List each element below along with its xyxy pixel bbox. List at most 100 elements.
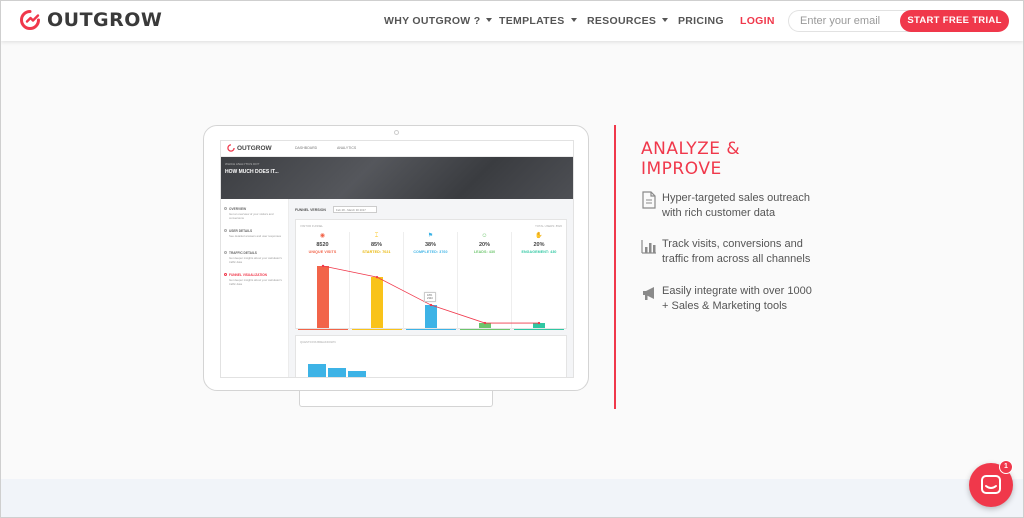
mini-bar xyxy=(308,364,326,377)
brand-logo[interactable]: OUTGROW xyxy=(19,9,162,31)
start-free-trial-button[interactable]: START FREE TRIAL xyxy=(900,10,1009,32)
nav-templates[interactable]: TEMPLATES xyxy=(499,15,577,27)
nav-why-outgrow-label: WHY OUTGROW ? xyxy=(384,15,481,27)
funnel-floor xyxy=(514,328,564,330)
funnel-value: 38% xyxy=(424,242,436,248)
funnel-trend-line xyxy=(321,264,541,325)
mock-funnel-card: VISITOR FUNNEL TOTAL USERS: 8520 ◉ 8520 … xyxy=(295,219,567,330)
chevron-down-icon xyxy=(570,18,577,22)
outgrow-logo-icon xyxy=(227,144,235,152)
mock-hero: WHICH ANALYTICS DO? HOW MUCH DOES IT... xyxy=(221,157,573,199)
section-title: ANALYZE & IMPROVE xyxy=(641,139,740,179)
email-placeholder: Enter your email xyxy=(800,15,881,27)
feature-text: Hyper-targeted sales outreach with rich … xyxy=(662,191,832,221)
feature-item: Easily integrate with over 1000 + Sales … xyxy=(641,284,832,314)
mock-sidebar-title: OVERVIEW xyxy=(229,207,247,211)
section-title-line: ANALYZE & xyxy=(641,139,741,159)
funnel-label: STARTED: 7021 xyxy=(362,250,391,254)
mock-tab-dashboard: DASHBOARD xyxy=(295,146,318,150)
mock-brand: OUTGROW xyxy=(237,144,272,152)
mock-tab-analytics: ANALYTICS xyxy=(337,146,357,150)
mock-hero-title: HOW MUCH DOES IT... xyxy=(225,169,279,175)
funnel-value: 8520 xyxy=(316,242,329,248)
feature-text: Track visits, conversions and traffic fr… xyxy=(662,237,832,267)
feature-line: with rich customer data xyxy=(662,207,776,219)
funnel-floor xyxy=(460,328,510,330)
nav-resources[interactable]: RESOURCES xyxy=(587,15,669,27)
funnel-col-leads: ☺ 20% LEADS: 430 xyxy=(458,232,512,330)
funnel-col-completed: ⚑ 38% COMPLETED: 3760 xyxy=(404,232,458,330)
feature-text: Easily integrate with over 1000 + Sales … xyxy=(662,284,832,314)
funnel-col-visits: ◉ 8520 UNIQUE VISITS xyxy=(296,232,350,330)
megaphone-icon xyxy=(643,287,654,300)
feature-line: + Sales & Marketing tools xyxy=(662,300,788,312)
trend-point xyxy=(321,264,325,268)
nav-pricing-label: PRICING xyxy=(678,15,724,27)
dot-icon xyxy=(224,207,227,210)
bar-chart-icon xyxy=(641,240,656,254)
tooltip-line: 18% xyxy=(427,294,433,297)
top-nav-bar: OUTGROW WHY OUTGROW ? TEMPLATES RESOURCE… xyxy=(1,1,1023,41)
funnel-value: 20% xyxy=(533,242,545,248)
chevron-down-icon xyxy=(662,18,669,22)
next-section-band xyxy=(1,479,1023,517)
mock-questions-card: QUESTIONS BREAKDOWN xyxy=(295,335,567,377)
funnel-label: ENGAGEMENT: 430 xyxy=(521,250,557,254)
brand-name: OUTGROW xyxy=(47,9,163,31)
nav-templates-label: TEMPLATES xyxy=(499,15,565,27)
funnel-bar xyxy=(425,305,437,328)
funnel-bar xyxy=(533,323,545,328)
dot-icon xyxy=(224,229,227,232)
chat-bubble-icon xyxy=(981,475,1001,494)
funnel-floor xyxy=(406,328,456,330)
accent-divider xyxy=(614,125,616,409)
funnel-value: 85% xyxy=(370,242,382,248)
mock-filter-select: Feb 28 - March 30 2017 xyxy=(333,206,377,213)
nav-login[interactable]: LOGIN xyxy=(740,15,775,27)
outgrow-logo-icon xyxy=(20,10,40,30)
funnel-floor xyxy=(352,328,402,330)
funnel-bar xyxy=(371,277,383,328)
camera-dot xyxy=(394,130,399,135)
mock-sidebar-sub: Get deeper insights about your calculato… xyxy=(229,256,282,264)
feature-line: Hyper-targeted sales outreach xyxy=(662,192,810,204)
mock-main: FUNNEL VERSION Feb 28 - March 30 2017 VI… xyxy=(289,199,573,377)
dot-icon xyxy=(224,251,227,254)
mock-sidebar-sub: Get deeper insights about your calculato… xyxy=(229,278,282,286)
mock-sidebar-title: TRAFFIC DETAILS xyxy=(229,251,257,255)
feature-line: traffic from across all channels xyxy=(662,253,811,265)
feature-item: Hyper-targeted sales outreach with rich … xyxy=(641,191,832,221)
mock-logo: OUTGROW xyxy=(227,144,272,152)
trend-point xyxy=(537,321,541,325)
chevron-down-icon xyxy=(486,18,493,22)
dashboard-screenshot: OUTGROW DASHBOARD ANALYTICS WHICH ANALYT… xyxy=(220,140,574,378)
funnel-tooltip: 18% 2340 xyxy=(424,292,436,302)
funnel-value: 20% xyxy=(478,242,490,248)
funnel-col-engagement: ✋ 20% ENGAGEMENT: 430 xyxy=(512,232,566,330)
email-input[interactable]: Enter your email xyxy=(788,10,928,32)
mini-bar xyxy=(348,371,366,377)
mini-bar xyxy=(328,368,346,377)
dot-icon xyxy=(224,273,227,276)
mock-sidebar: OVERVIEW Get an overview of your visitor… xyxy=(221,199,289,377)
mock-sidebar-item: TRAFFIC DETAILS Get deeper insights abou… xyxy=(224,251,285,264)
funnel-bar xyxy=(317,266,329,328)
funnel-label: LEADS: 430 xyxy=(473,250,496,254)
mock-sidebar-sub: Get an overview of your visitors and con… xyxy=(229,212,274,220)
flag-icon: ⚑ xyxy=(427,233,434,239)
thumbs-up-icon: ✋ xyxy=(535,233,543,239)
funnel-floor xyxy=(298,328,348,330)
nav-pricing[interactable]: PRICING xyxy=(678,15,724,27)
document-icon xyxy=(642,191,656,209)
chat-unread-badge: 1 xyxy=(999,460,1013,474)
feature-line: Easily integrate with over 1000 xyxy=(662,285,812,297)
mock-filter-label: FUNNEL VERSION xyxy=(295,208,326,212)
nav-login-label: LOGIN xyxy=(740,15,775,27)
thermometer-icon: ⌶ xyxy=(374,233,379,239)
mock-card-head: VISITOR FUNNEL xyxy=(300,224,324,228)
nav-why-outgrow[interactable]: WHY OUTGROW ? xyxy=(384,15,493,27)
laptop-mockup: OUTGROW DASHBOARD ANALYTICS WHICH ANALYT… xyxy=(203,125,589,391)
feature-line: Track visits, conversions and xyxy=(662,238,803,250)
eye-icon: ◉ xyxy=(319,233,326,239)
